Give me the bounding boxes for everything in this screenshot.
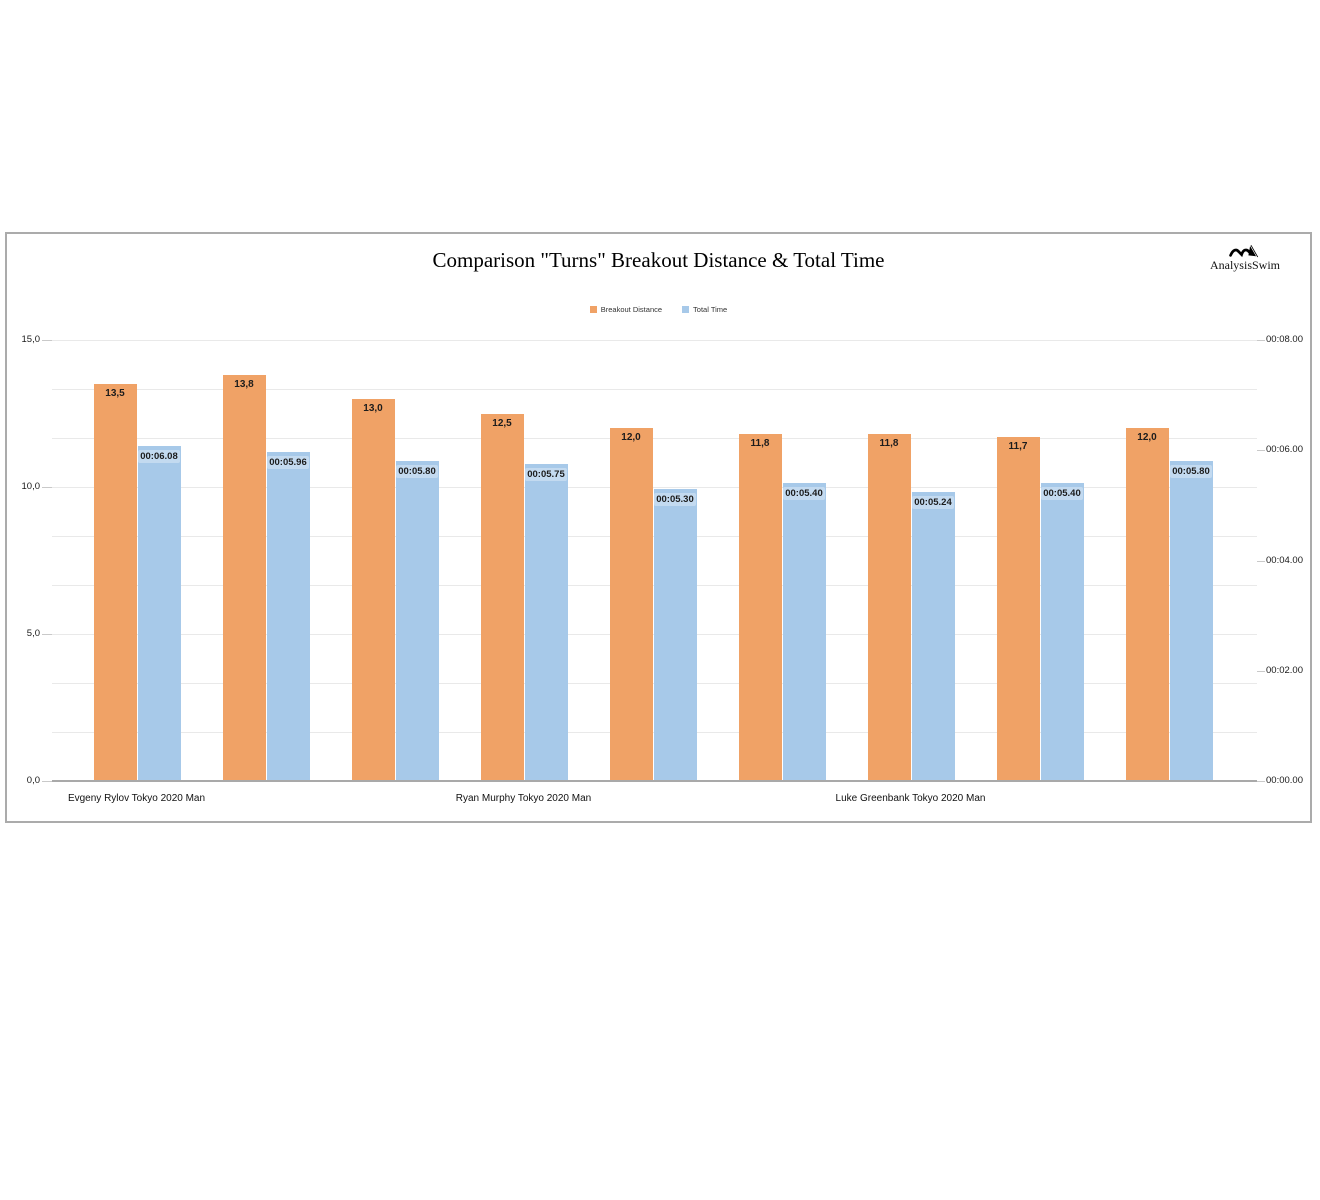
gridline [52, 340, 1257, 341]
bar-value-label: 00:05.80 [1170, 465, 1213, 479]
gridline [52, 438, 1257, 439]
bar-total-time[interactable]: 00:05.96 [266, 452, 310, 781]
x-axis-label: Evgeny Rylov Tokyo 2020 Man [67, 793, 206, 804]
y-axis-label-left: 0,0 [26, 775, 40, 786]
bar-breakout-distance[interactable]: 11,7 [996, 437, 1040, 781]
y-axis-label-right: 00:02.00 [1266, 664, 1303, 676]
bar-breakout-distance[interactable]: 12,0 [609, 428, 653, 781]
legend-item-total-time[interactable]: Total Time [682, 305, 727, 314]
plot-area: 15,0 10,0 5,0 0,0 00:08.00 00:06.00 00:04.00 00… [22, 334, 1303, 804]
chart-title: Comparison "Turns" Breakout Distance & T… [432, 248, 885, 272]
y-axis-label-right: 00:06.00 [1266, 444, 1303, 456]
y-axis-tick-right [1257, 340, 1265, 341]
y-axis-tick-left [42, 487, 52, 488]
bar-value-label: 11,8 [750, 438, 770, 450]
swimmer-icon [1229, 244, 1259, 258]
legend-swatch-breakout-distance [589, 306, 597, 313]
time-label-text: 00:05.40 [783, 487, 825, 501]
x-axis-label: Ryan Murphy Tokyo 2020 Man [455, 793, 592, 804]
legend-label: Total Time [693, 305, 728, 314]
y-axis-tick-right [1257, 450, 1265, 452]
bar-value-label: 00:05.75 [525, 468, 568, 482]
legend-item-breakout-distance[interactable]: Breakout Distance [589, 305, 663, 314]
time-label-text: 00:05.80 [396, 465, 438, 479]
bar-total-time[interactable]: 00:05.80 [395, 461, 439, 781]
bar-value-label: 12,0 [1137, 432, 1157, 444]
time-label-text: 00:06.08 [138, 449, 180, 463]
y-axis-label-left: 15,0 [21, 334, 41, 345]
bar-breakout-distance[interactable]: 13,5 [93, 384, 137, 781]
bar-total-time[interactable]: 00:05.40 [1040, 483, 1084, 781]
bar-total-time[interactable]: 00:05.30 [653, 488, 697, 781]
brand-logo: AnalysisSwim [1200, 244, 1290, 273]
chart-legend: Breakout Distance Total Time [7, 305, 1310, 314]
y-axis-tick-right [1257, 781, 1265, 782]
y-axis-label-right: 00:04.00 [1266, 554, 1303, 566]
bar-total-time[interactable]: 00:05.40 [782, 483, 826, 781]
bar-breakout-distance[interactable]: 13,0 [351, 398, 395, 781]
time-label-text: 00:05.40 [1041, 487, 1083, 501]
bar-value-label: 00:06.08 [138, 449, 181, 463]
bar-value-label: 12,0 [621, 432, 641, 444]
bar-value-label: 13,0 [363, 402, 383, 414]
gridline [52, 389, 1257, 390]
x-axis-label: Luke Greenbank Tokyo 2020 Man [835, 793, 986, 804]
bar-value-label: 00:05.40 [783, 487, 826, 501]
y-axis-tick-left [42, 634, 52, 635]
time-label-text: 00:05.96 [267, 456, 309, 470]
bar-total-time[interactable]: 00:06.08 [137, 445, 181, 781]
x-axis-line [52, 780, 1257, 782]
time-label-text: 00:05.80 [1170, 465, 1212, 479]
bar-total-time[interactable]: 00:05.80 [1169, 461, 1213, 781]
bar-value-label: 13,5 [105, 388, 125, 400]
y-axis-tick-right [1257, 670, 1265, 672]
time-label-text: 00:05.30 [654, 492, 696, 506]
bar-value-label: 12,5 [492, 417, 512, 429]
bar-value-label: 00:05.96 [267, 456, 310, 470]
bar-value-label: 11,7 [1008, 441, 1028, 453]
bar-breakout-distance[interactable]: 12,5 [480, 413, 524, 781]
bar-breakout-distance[interactable]: 12,0 [1125, 428, 1169, 781]
y-axis-label-right: 00:08.00 [1266, 334, 1303, 345]
bar-value-label: 13,8 [234, 379, 254, 391]
bar-value-label: 11,8 [879, 438, 899, 450]
gridline [52, 487, 1257, 488]
bar-breakout-distance[interactable]: 13,8 [222, 375, 266, 781]
y-axis-label-right: 00:00.00 [1266, 775, 1303, 786]
legend-swatch-total-time [682, 306, 690, 313]
bar-value-label: 00:05.80 [396, 465, 439, 479]
bar-value-label: 00:05.40 [1041, 487, 1084, 501]
y-axis-tick-right [1257, 560, 1265, 562]
legend-label: Breakout Distance [600, 305, 663, 314]
y-axis-tick-left [42, 340, 52, 341]
y-axis-tick-left [42, 781, 52, 782]
y-axis-label-left: 10,0 [21, 481, 41, 492]
time-label-text: 00:05.24 [912, 496, 954, 510]
y-axis-label-left: 5,0 [26, 628, 40, 639]
bar-total-time[interactable]: 00:05.75 [524, 464, 568, 781]
chart-container: Comparison "Turns" Breakout Distance & T… [5, 232, 1312, 823]
brand-name: AnalysisSwim [1209, 258, 1280, 272]
bar-total-time[interactable]: 00:05.24 [911, 492, 955, 781]
bar-breakout-distance[interactable]: 11,8 [867, 434, 911, 781]
bar-breakout-distance[interactable]: 11,8 [738, 434, 782, 781]
bar-value-label: 00:05.30 [654, 492, 697, 506]
bar-value-label: 00:05.24 [912, 496, 955, 510]
time-label-text: 00:05.75 [525, 468, 567, 482]
